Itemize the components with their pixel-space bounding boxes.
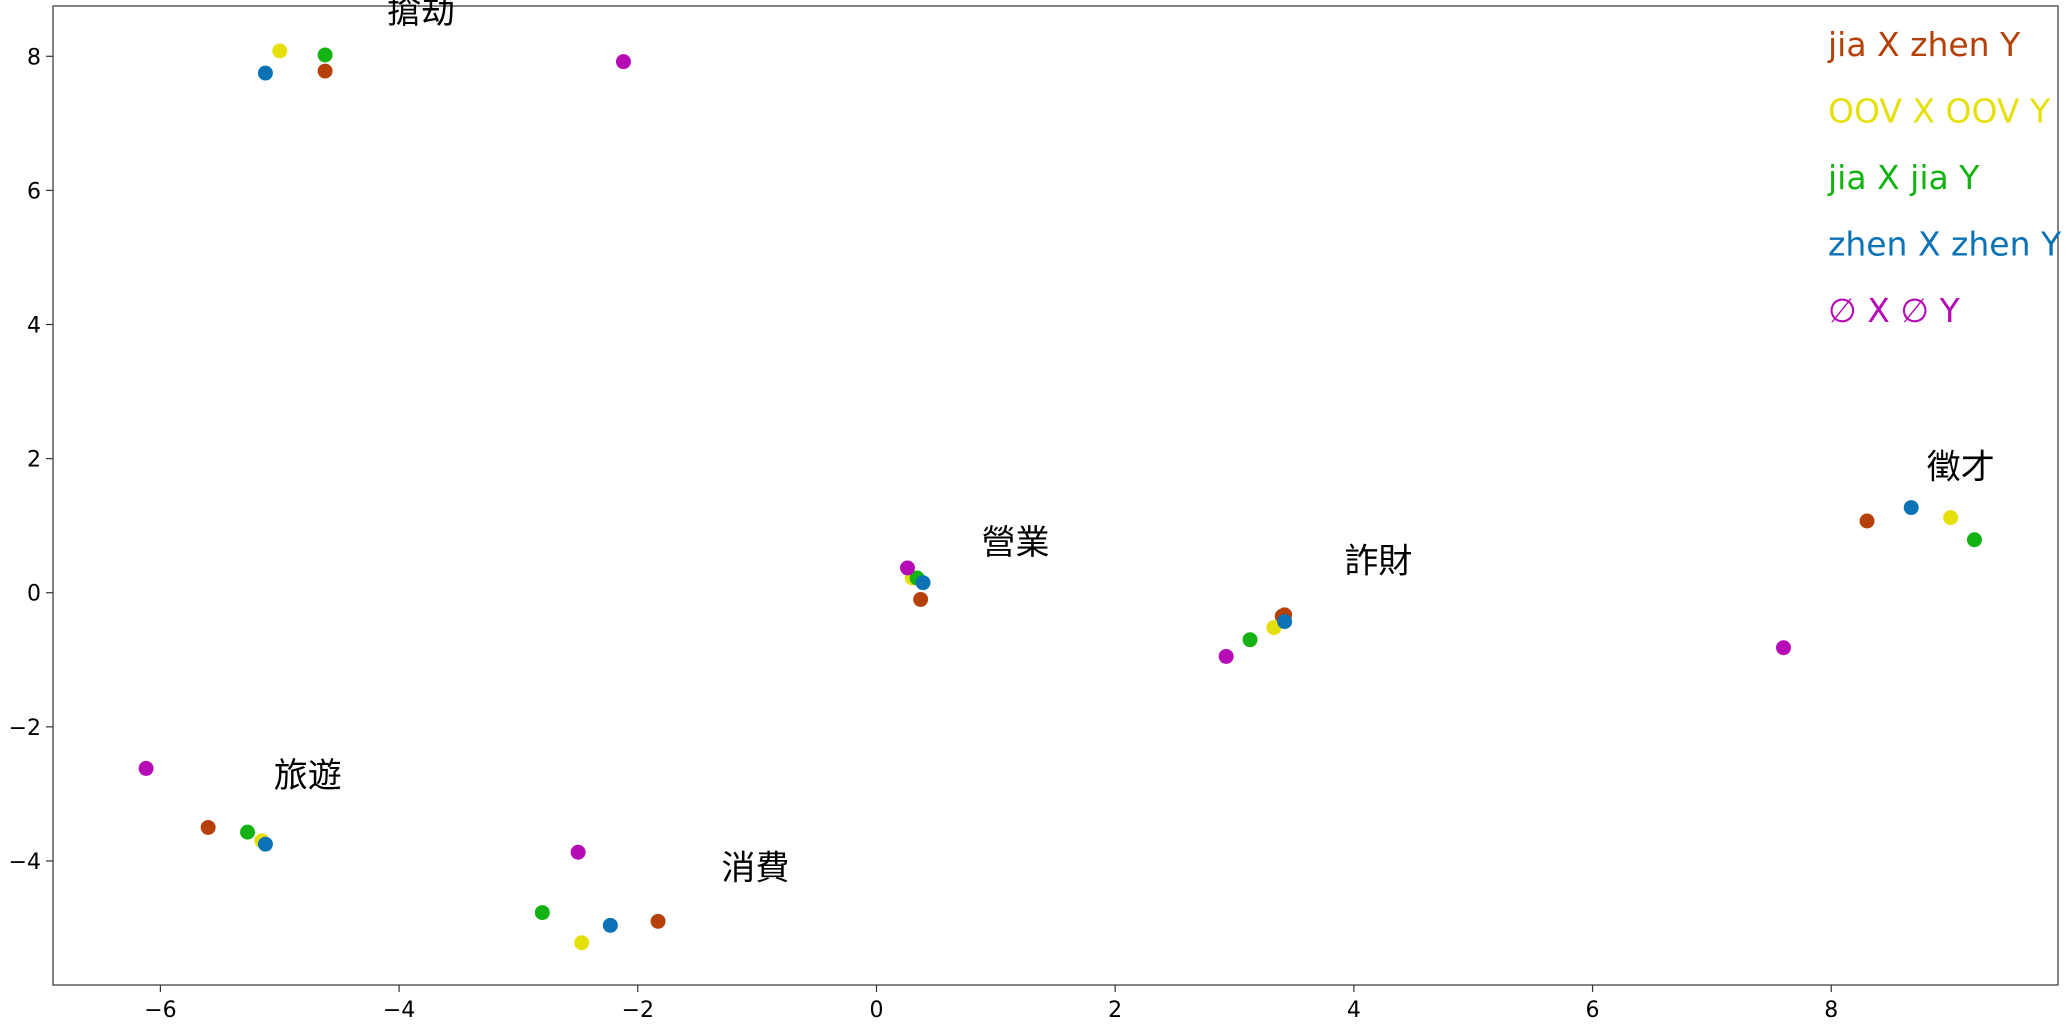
- data-point: [534, 905, 550, 921]
- point-annotation: 搶劫: [387, 0, 455, 32]
- data-point: [1966, 532, 1982, 548]
- point-annotation: 詐財: [1344, 542, 1412, 582]
- data-point: [1218, 648, 1234, 664]
- data-point: [602, 917, 618, 933]
- data-point: [574, 935, 590, 951]
- plot-frame: [52, 5, 2059, 986]
- data-point: [1242, 632, 1258, 648]
- point-annotation: 消費: [721, 849, 789, 889]
- x-tick-label: 6: [1586, 998, 1600, 1022]
- x-tick-label: −2: [622, 998, 654, 1022]
- legend-entry: ∅ X ∅ Y: [1828, 291, 1961, 330]
- data-point: [570, 844, 586, 860]
- points-layer: [138, 43, 1982, 951]
- data-point: [138, 760, 154, 776]
- legend-entry: OOV X OOV Y: [1828, 92, 2051, 131]
- data-point: [650, 913, 666, 929]
- data-point: [900, 560, 915, 576]
- data-point: [1903, 500, 1919, 516]
- point-annotation: 營業: [982, 523, 1050, 563]
- data-point: [200, 819, 216, 835]
- data-point: [317, 47, 333, 63]
- y-tick-label: 6: [27, 179, 41, 204]
- y-tick-label: 0: [27, 582, 41, 607]
- axes-layer: −6 −4 −2 0 2 4 6 8 −4 −2 0 2 4 6 8: [9, 5, 2059, 1023]
- data-point: [913, 591, 929, 607]
- x-tick-label: 8: [1824, 998, 1838, 1022]
- legend-entry: jia X jia Y: [1827, 158, 1980, 197]
- data-point: [1859, 513, 1875, 529]
- x-tick-label: −6: [144, 998, 176, 1022]
- data-point: [317, 63, 333, 79]
- data-point: [915, 575, 931, 591]
- y-tick-label: 8: [27, 45, 41, 70]
- x-tick-label: −4: [383, 998, 415, 1022]
- x-tick-label: 4: [1347, 998, 1361, 1022]
- legend: jia X zhen Y OOV X OOV Y jia X jia Y zhen X…: [1827, 25, 2062, 330]
- y-tick-label: 2: [27, 448, 41, 473]
- data-point: [1943, 510, 1959, 526]
- data-point: [1277, 614, 1293, 630]
- data-point: [1776, 640, 1791, 656]
- x-tick-label: 0: [869, 998, 883, 1022]
- legend-entry: jia X zhen Y: [1827, 25, 2021, 64]
- y-tick-label: −2: [9, 716, 41, 741]
- point-annotation: 徵才: [1927, 448, 1995, 488]
- x-tick-label: 2: [1108, 998, 1122, 1022]
- data-point: [240, 824, 256, 840]
- y-tick-label: −4: [9, 850, 41, 875]
- y-tick-label: 4: [27, 314, 41, 339]
- point-annotation: 旅遊: [274, 756, 342, 796]
- data-point: [257, 65, 273, 81]
- legend-entry: zhen X zhen Y: [1828, 225, 2062, 264]
- data-point: [272, 43, 288, 59]
- data-point: [615, 54, 631, 70]
- data-point: [257, 836, 273, 852]
